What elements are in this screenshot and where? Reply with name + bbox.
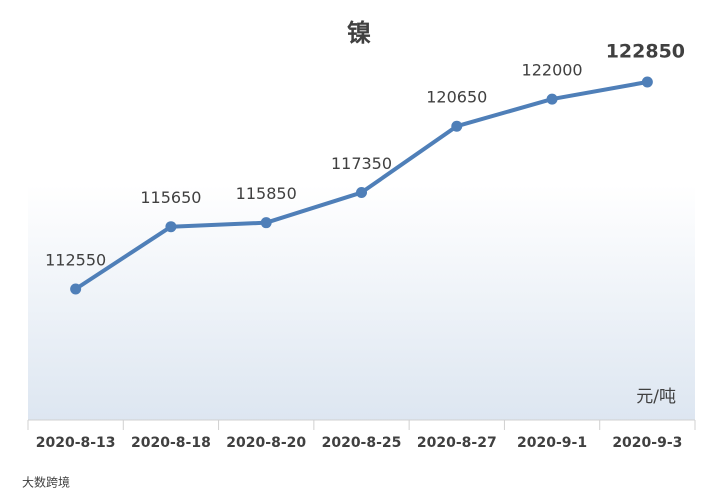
x-tick-label: 2020-8-25 <box>322 435 402 451</box>
data-label: 115850 <box>236 184 297 203</box>
unit-label: 元/吨 <box>636 387 676 407</box>
x-tick-label: 2020-8-18 <box>131 435 211 451</box>
chart-title: 镍 <box>347 19 371 47</box>
point <box>356 187 367 199</box>
x-tick-label: 2020-8-20 <box>226 435 306 451</box>
data-label: 122850 <box>606 41 685 63</box>
x-tick-label: 2020-9-1 <box>517 435 587 451</box>
data-label: 120650 <box>426 88 487 107</box>
point <box>165 221 177 233</box>
x-tick-label: 2020-9-3 <box>612 435 682 451</box>
point <box>70 283 82 295</box>
point <box>260 217 272 229</box>
x-tick-label: 2020-8-13 <box>36 435 116 451</box>
data-label: 122000 <box>522 61 583 80</box>
data-label: 112550 <box>45 251 106 270</box>
data-label: 115650 <box>140 188 201 207</box>
point <box>641 76 653 88</box>
watermark: 大数跨境 <box>22 475 70 490</box>
point <box>546 93 558 105</box>
x-tick-label: 2020-8-27 <box>417 435 497 451</box>
plot-background <box>28 185 695 420</box>
data-label: 117350 <box>331 154 392 173</box>
point <box>451 120 463 132</box>
